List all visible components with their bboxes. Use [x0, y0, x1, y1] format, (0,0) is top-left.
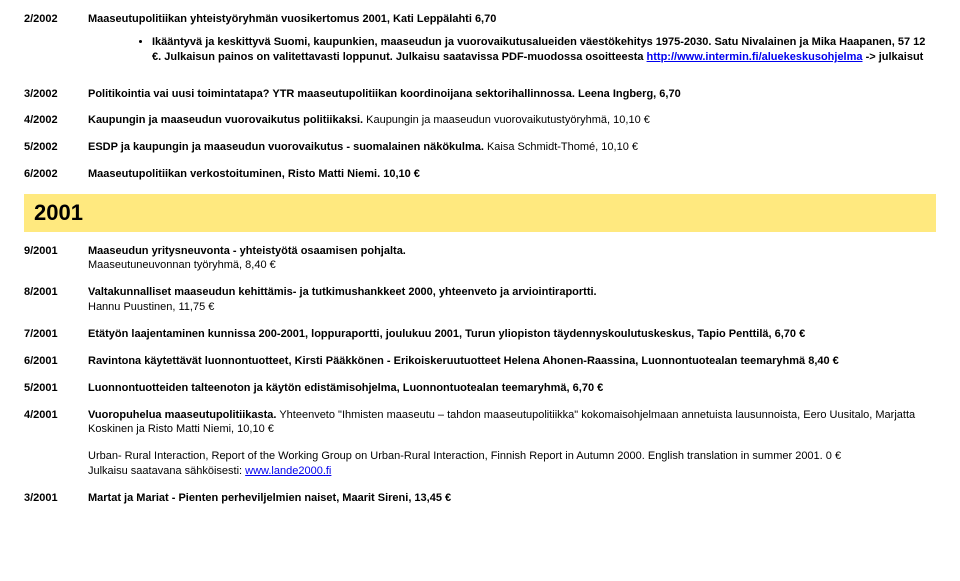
entry-text: Politikointia vai uusi toimintatapa? YTR…: [88, 87, 936, 102]
urban-line2-lead: Julkaisu saatavana sähköisesti:: [88, 465, 245, 477]
entry-text: Luonnontuotteiden talteenoton ja käytön …: [88, 381, 936, 396]
entry-content: Valtakunnalliset maaseudun kehittämis- j…: [88, 285, 936, 315]
entry-text-bold: Kaupungin ja maaseudun vuorovaikutus pol…: [88, 114, 363, 126]
entry-content: Maaseudun yritysneuvonta - yhteistyötä o…: [88, 244, 936, 274]
entry-row: 3/2001 Martat ja Mariat - Pienten perhev…: [24, 491, 936, 506]
bullet-list: Ikääntyvä ja keskittyvä Suomi, kaupunkie…: [128, 35, 936, 65]
entry-id: 5/2001: [24, 381, 88, 396]
entry-text: Martat ja Mariat - Pienten perheviljelmi…: [88, 491, 936, 506]
entry-id: 6/2002: [24, 167, 88, 182]
entry-row: 4/2002 Kaupungin ja maaseudun vuorovaiku…: [24, 113, 936, 128]
entry-row: 5/2001 Luonnontuotteiden talteenoton ja …: [24, 381, 936, 396]
entry-lead: Vuoropuhelua maaseutupolitiikasta.: [88, 409, 276, 421]
entry-id: 9/2001: [24, 244, 88, 259]
entry-line1: Valtakunnalliset maaseudun kehittämis- j…: [88, 285, 936, 300]
entry-content: Maaseutupolitiikan yhteistyöryhmän vuosi…: [88, 12, 936, 75]
entry-line1: Maaseudun yritysneuvonta - yhteistyötä o…: [88, 244, 936, 259]
entry-text-rest: Kaupungin ja maaseudun vuorovaikutustyör…: [363, 114, 650, 126]
bullet-block: Ikääntyvä ja keskittyvä Suomi, kaupunkie…: [128, 35, 936, 65]
entry-id: 3/2002: [24, 87, 88, 102]
entry-row: 9/2001 Maaseudun yritysneuvonta - yhteis…: [24, 244, 936, 274]
entry-row: 5/2002 ESDP ja kaupungin ja maaseudun vu…: [24, 140, 936, 155]
entry-text: Maaseutupolitiikan verkostoituminen, Ris…: [88, 167, 936, 182]
entry-id: 7/2001: [24, 327, 88, 342]
entry-row: 6/2002 Maaseutupolitiikan verkostoitumin…: [24, 167, 936, 182]
entry-id: 5/2002: [24, 140, 88, 155]
link-aluekeskus[interactable]: http://www.intermin.fi/aluekeskusohjelma: [647, 51, 863, 63]
year-banner: 2001: [24, 194, 936, 232]
urban-line2: Julkaisu saatavana sähköisesti: www.land…: [88, 464, 936, 479]
entry-content: ESDP ja kaupungin ja maaseudun vuorovaik…: [88, 140, 936, 155]
entry-id: 4/2001: [24, 408, 88, 423]
urban-block: Urban- Rural Interaction, Report of the …: [88, 449, 936, 479]
entry-text-rest: Kaisa Schmidt-Thomé, 10,10 €: [484, 141, 638, 153]
entry-line2: Hannu Puustinen, 11,75 €: [88, 300, 936, 315]
entry-id: 4/2002: [24, 113, 88, 128]
urban-line1: Urban- Rural Interaction, Report of the …: [88, 449, 936, 464]
after-link: -> julkaisut: [863, 51, 924, 63]
entry-text: Ravintona käytettävät luonnontuotteet, K…: [88, 354, 936, 369]
entry-id: 3/2001: [24, 491, 88, 506]
entry-id: 8/2001: [24, 285, 88, 300]
entry-text: Etätyön laajentaminen kunnissa 200-2001,…: [88, 327, 936, 342]
entry-line2: Maaseutuneuvonnan työryhmä, 8,40 €: [88, 258, 936, 273]
entry-text-bold: ESDP ja kaupungin ja maaseudun vuorovaik…: [88, 141, 484, 153]
entry-row: 6/2001 Ravintona käytettävät luonnontuot…: [24, 354, 936, 369]
entry-title: Maaseutupolitiikan yhteistyöryhmän vuosi…: [88, 13, 496, 25]
link-lande2000[interactable]: www.lande2000.fi: [245, 465, 331, 477]
entry-content: Vuoropuhelua maaseutupolitiikasta. Yhtee…: [88, 408, 936, 438]
entry-content: Kaupungin ja maaseudun vuorovaikutus pol…: [88, 113, 936, 128]
entry-row: 4/2001 Vuoropuhelua maaseutupolitiikasta…: [24, 408, 936, 438]
list-item: Ikääntyvä ja keskittyvä Suomi, kaupunkie…: [152, 35, 936, 65]
entry-id: 2/2002: [24, 12, 88, 27]
entry-id: 6/2001: [24, 354, 88, 369]
entry-row: 7/2001 Etätyön laajentaminen kunnissa 20…: [24, 327, 936, 342]
entry-row: 2/2002 Maaseutupolitiikan yhteistyöryhmä…: [24, 12, 936, 75]
entry-row: 3/2002 Politikointia vai uusi toimintata…: [24, 87, 936, 102]
entry-row: 8/2001 Valtakunnalliset maaseudun kehitt…: [24, 285, 936, 315]
